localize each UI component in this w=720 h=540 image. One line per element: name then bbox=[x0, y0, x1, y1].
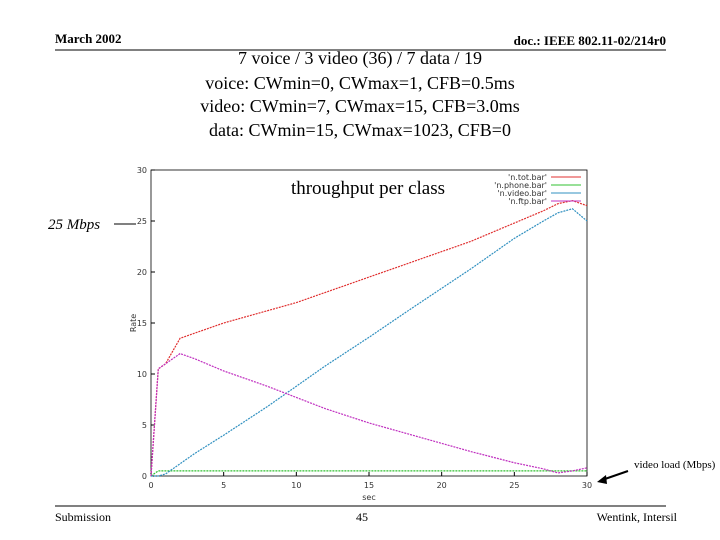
series-line bbox=[151, 208, 588, 477]
series-line bbox=[150, 470, 587, 477]
y-tick-label: 5 bbox=[142, 421, 147, 430]
title-line: video: CWmin=7, CWmax=15, CFB=3.0ms bbox=[200, 96, 519, 116]
plot-frame bbox=[150, 169, 588, 477]
x-tick-label: 5 bbox=[221, 481, 226, 490]
legend-label: 'n.video.bar' bbox=[497, 189, 547, 198]
y-tick-label: 15 bbox=[137, 319, 147, 328]
legend-label: 'n.ftp.bar' bbox=[508, 197, 547, 206]
footer-left: Submission bbox=[55, 510, 111, 524]
arrow-head bbox=[597, 475, 607, 484]
y-tick-label: 20 bbox=[137, 268, 147, 277]
x-tick-label: 15 bbox=[364, 481, 374, 490]
legend-label: 'n.tot.bar' bbox=[508, 173, 547, 182]
y-tick-label: 30 bbox=[137, 166, 147, 175]
y-tick-label: 25 bbox=[137, 217, 147, 226]
title-line: data: CWmin=15, CWmax=1023, CFB=0 bbox=[209, 120, 511, 140]
footer-right: Wentink, Intersil bbox=[597, 510, 678, 524]
doc-id: doc.: IEEE 802.11-02/214r0 bbox=[514, 33, 666, 48]
annotation: throughput per class bbox=[291, 178, 445, 199]
legend-label: 'n.phone.bar' bbox=[494, 181, 547, 190]
x-tick-label: 20 bbox=[437, 481, 447, 490]
x-tick-label: 0 bbox=[148, 481, 153, 490]
x-tick-label: 25 bbox=[509, 481, 519, 490]
title-line: voice: CWmin=0, CWmax=1, CFB=0.5ms bbox=[205, 73, 514, 93]
chart: 0 5 10 15 20 25 30 0 5 10 15 20 25 30 sec Rate 'n.tot.ba… bbox=[129, 166, 592, 502]
series-line bbox=[150, 352, 588, 477]
date: March 2002 bbox=[55, 31, 122, 46]
y-axis-label: Rate bbox=[129, 314, 138, 332]
x-tick-label: 30 bbox=[582, 481, 592, 490]
annotation: 25 Mbps bbox=[48, 217, 100, 233]
annotation: video load (Mbps) bbox=[634, 459, 716, 471]
x-axis-label: sec bbox=[362, 493, 376, 502]
y-tick-label: 0 bbox=[142, 472, 147, 481]
page-number: 45 bbox=[356, 510, 368, 524]
series-line bbox=[150, 199, 588, 477]
y-tick-label: 10 bbox=[137, 370, 147, 379]
x-tick-label: 10 bbox=[291, 481, 301, 490]
title-line: 7 voice / 3 video (36) / 7 data / 19 bbox=[238, 48, 482, 69]
